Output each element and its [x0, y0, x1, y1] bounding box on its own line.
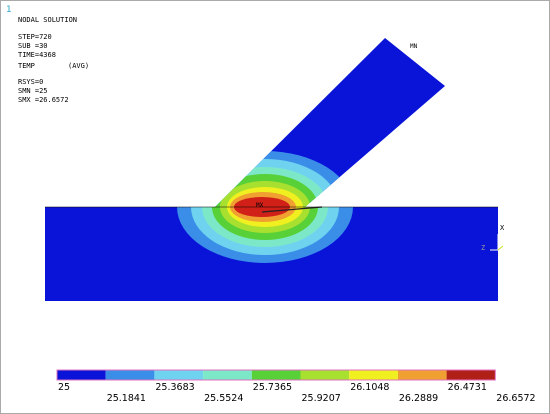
legend-label: 25.3683 [155, 382, 194, 393]
axis-triad: X Z [481, 224, 505, 252]
header-line: STEP=720 [18, 33, 52, 41]
legend-label: 25.9207 [302, 393, 341, 404]
header-line: TIME=4368 [18, 51, 56, 59]
min-label: MN [410, 43, 418, 50]
legend-label: 25.7365 [253, 382, 292, 393]
header-line: TEMP [18, 62, 35, 70]
legend-bar [56, 369, 496, 381]
axis-z-label: Z [481, 244, 485, 252]
legend-label: 25.5524 [204, 393, 243, 404]
window-marker: 1 [6, 5, 11, 15]
legend-label: 26.6572 [496, 393, 535, 404]
legend-label: 26.4731 [448, 382, 487, 393]
header-line: SMN =25 [18, 87, 48, 95]
legend-label: 26.1048 [350, 382, 389, 393]
max-label: MX [256, 202, 264, 209]
legend-label: 26.2889 [399, 393, 438, 404]
header-line: RSYS=0 [18, 78, 43, 86]
legend-labels: 25 25.1841 25.3683 25.5524 25.7365 25.9207 26.… [58, 382, 536, 404]
legend-label: 25.1841 [107, 393, 146, 404]
legend-label: 25 [58, 382, 70, 393]
header-line: SUB =30 [18, 42, 48, 50]
header-line: SMX =26.6572 [18, 96, 69, 104]
header-line: NODAL SOLUTION [18, 16, 77, 24]
header-line: (AVG) [68, 62, 89, 70]
axis-x-label: X [500, 224, 505, 232]
